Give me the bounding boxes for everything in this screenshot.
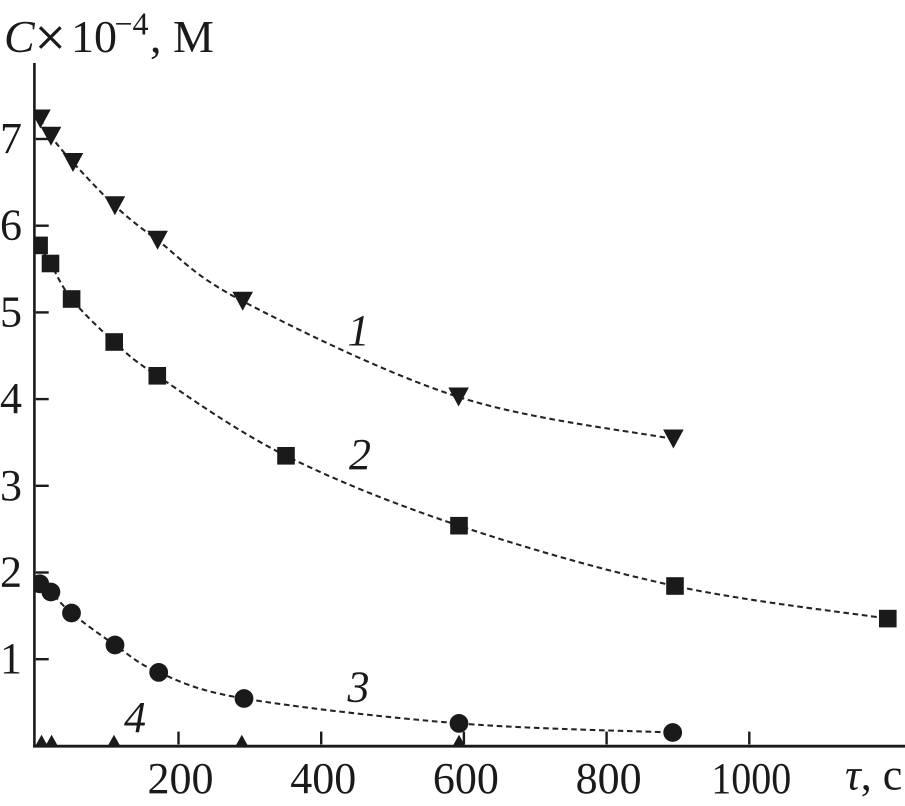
svg-text:6: 6: [0, 201, 22, 250]
svg-text:400: 400: [290, 754, 356, 803]
svg-text:600: 600: [433, 754, 499, 803]
svg-text:1000: 1000: [711, 754, 791, 803]
svg-text:1: 1: [0, 634, 22, 683]
svg-text:10: 10: [71, 11, 117, 62]
svg-text:4: 4: [0, 374, 22, 423]
svg-text:3: 3: [347, 663, 370, 712]
svg-text:−4: −4: [115, 6, 149, 42]
svg-text:7: 7: [0, 114, 22, 163]
svg-text:C: C: [4, 11, 36, 62]
svg-text:3: 3: [0, 461, 22, 510]
svg-text:τ, c: τ, c: [845, 751, 902, 800]
svg-text:2: 2: [349, 430, 371, 479]
svg-text:2: 2: [0, 548, 22, 597]
svg-text:800: 800: [576, 754, 642, 803]
svg-text:4: 4: [124, 693, 146, 742]
svg-text:200: 200: [148, 754, 214, 803]
svg-text:1: 1: [348, 306, 370, 355]
svg-text:5: 5: [0, 287, 22, 336]
svg-text:, M: , M: [150, 11, 214, 62]
